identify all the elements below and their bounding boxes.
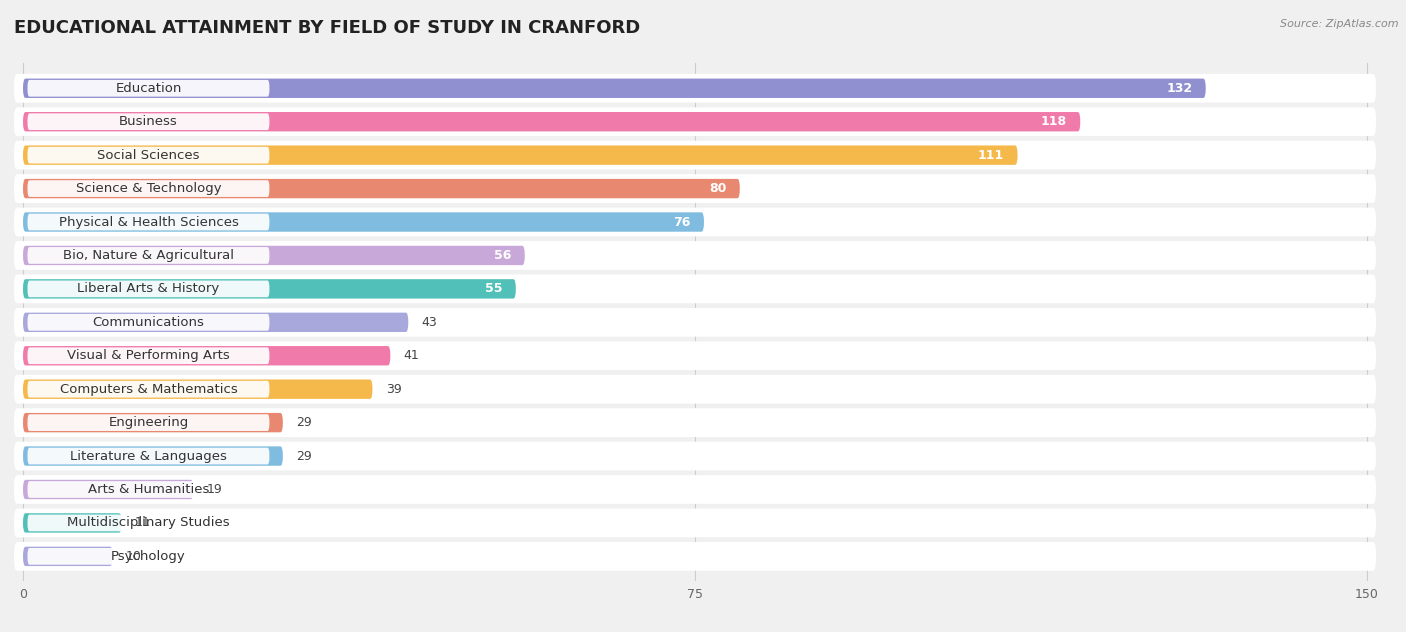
FancyBboxPatch shape	[22, 379, 373, 399]
Text: 80: 80	[709, 182, 727, 195]
FancyBboxPatch shape	[14, 509, 1376, 537]
FancyBboxPatch shape	[28, 414, 270, 431]
Text: EDUCATIONAL ATTAINMENT BY FIELD OF STUDY IN CRANFORD: EDUCATIONAL ATTAINMENT BY FIELD OF STUDY…	[14, 19, 640, 37]
FancyBboxPatch shape	[28, 381, 270, 398]
FancyBboxPatch shape	[14, 174, 1376, 203]
FancyBboxPatch shape	[22, 446, 283, 466]
FancyBboxPatch shape	[28, 348, 270, 364]
Text: Physical & Health Sciences: Physical & Health Sciences	[59, 216, 239, 229]
Text: 29: 29	[297, 449, 312, 463]
Text: 132: 132	[1166, 82, 1192, 95]
Text: Engineering: Engineering	[108, 416, 188, 429]
FancyBboxPatch shape	[22, 112, 1080, 131]
FancyBboxPatch shape	[14, 241, 1376, 270]
FancyBboxPatch shape	[14, 141, 1376, 169]
Text: 11: 11	[135, 516, 150, 530]
Text: 10: 10	[127, 550, 142, 563]
FancyBboxPatch shape	[28, 147, 270, 164]
Text: Education: Education	[115, 82, 181, 95]
FancyBboxPatch shape	[22, 413, 283, 432]
FancyBboxPatch shape	[22, 179, 740, 198]
FancyBboxPatch shape	[22, 212, 704, 232]
FancyBboxPatch shape	[14, 341, 1376, 370]
Text: Business: Business	[120, 115, 177, 128]
Text: Bio, Nature & Agricultural: Bio, Nature & Agricultural	[63, 249, 233, 262]
FancyBboxPatch shape	[22, 246, 524, 265]
Text: 55: 55	[485, 283, 502, 295]
Text: 29: 29	[297, 416, 312, 429]
Text: Literature & Languages: Literature & Languages	[70, 449, 226, 463]
FancyBboxPatch shape	[22, 513, 121, 533]
Text: Communications: Communications	[93, 316, 204, 329]
Text: 56: 56	[494, 249, 512, 262]
Text: 19: 19	[207, 483, 222, 496]
Text: Multidisciplinary Studies: Multidisciplinary Studies	[67, 516, 229, 530]
FancyBboxPatch shape	[22, 78, 1206, 98]
Text: 41: 41	[404, 349, 419, 362]
FancyBboxPatch shape	[28, 548, 270, 565]
FancyBboxPatch shape	[14, 375, 1376, 404]
Text: 43: 43	[422, 316, 437, 329]
FancyBboxPatch shape	[14, 408, 1376, 437]
Text: Social Sciences: Social Sciences	[97, 149, 200, 162]
FancyBboxPatch shape	[28, 514, 270, 532]
Text: 118: 118	[1040, 115, 1067, 128]
FancyBboxPatch shape	[22, 279, 516, 298]
Text: Science & Technology: Science & Technology	[76, 182, 221, 195]
FancyBboxPatch shape	[14, 542, 1376, 571]
FancyBboxPatch shape	[22, 346, 391, 365]
FancyBboxPatch shape	[28, 113, 270, 130]
FancyBboxPatch shape	[14, 107, 1376, 136]
Text: 39: 39	[385, 383, 402, 396]
FancyBboxPatch shape	[28, 281, 270, 297]
FancyBboxPatch shape	[14, 442, 1376, 470]
Text: 111: 111	[977, 149, 1004, 162]
FancyBboxPatch shape	[28, 180, 270, 197]
Text: Psychology: Psychology	[111, 550, 186, 563]
Text: Computers & Mathematics: Computers & Mathematics	[59, 383, 238, 396]
FancyBboxPatch shape	[28, 481, 270, 498]
Text: Visual & Performing Arts: Visual & Performing Arts	[67, 349, 229, 362]
FancyBboxPatch shape	[22, 547, 112, 566]
FancyBboxPatch shape	[22, 145, 1018, 165]
Text: Arts & Humanities: Arts & Humanities	[87, 483, 209, 496]
FancyBboxPatch shape	[14, 74, 1376, 102]
FancyBboxPatch shape	[28, 214, 270, 231]
Text: Liberal Arts & History: Liberal Arts & History	[77, 283, 219, 295]
FancyBboxPatch shape	[14, 475, 1376, 504]
FancyBboxPatch shape	[28, 247, 270, 264]
FancyBboxPatch shape	[14, 308, 1376, 337]
FancyBboxPatch shape	[14, 208, 1376, 236]
FancyBboxPatch shape	[28, 80, 270, 97]
FancyBboxPatch shape	[14, 274, 1376, 303]
FancyBboxPatch shape	[28, 314, 270, 331]
Text: 76: 76	[673, 216, 690, 229]
FancyBboxPatch shape	[22, 480, 193, 499]
FancyBboxPatch shape	[22, 313, 408, 332]
Text: Source: ZipAtlas.com: Source: ZipAtlas.com	[1281, 19, 1399, 29]
FancyBboxPatch shape	[28, 447, 270, 465]
